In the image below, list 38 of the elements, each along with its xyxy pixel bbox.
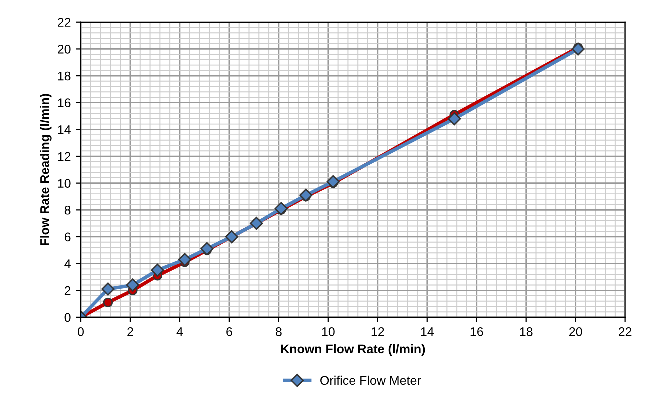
point xyxy=(300,188,313,202)
x-tick-label: 6 xyxy=(226,328,232,336)
y-tick-label: 22 xyxy=(58,18,71,27)
point xyxy=(572,42,585,56)
point xyxy=(102,282,115,296)
x-tick-label: 0 xyxy=(78,328,84,336)
x-axis-title: Known Flow Rate (l/min) xyxy=(281,344,426,356)
y-tick-label: 10 xyxy=(58,179,71,188)
y-tick-label: 6 xyxy=(64,232,71,242)
x-tick-label: 18 xyxy=(520,328,533,336)
point xyxy=(326,175,340,189)
y-tick-label: 2 xyxy=(64,286,71,296)
point xyxy=(274,202,288,216)
point xyxy=(151,264,164,278)
y-tick-label: 18 xyxy=(58,72,71,81)
point xyxy=(200,242,214,256)
y-tick-label: 0 xyxy=(64,313,71,322)
y-axis-title: Flow Rate Reading (l/min) xyxy=(40,94,52,246)
x-tick-label: 8 xyxy=(276,328,282,336)
x-tick-label: 12 xyxy=(372,328,384,336)
point xyxy=(448,112,462,126)
x-tick-label: 4 xyxy=(176,328,184,336)
point xyxy=(178,253,192,266)
legend-label: Orifice Flow Meter xyxy=(320,376,422,386)
y-tick-label: 20 xyxy=(58,45,71,54)
x-tick-label: 20 xyxy=(570,328,582,336)
x-tick-label: 10 xyxy=(322,328,335,336)
y-tick-label: 16 xyxy=(58,98,71,108)
x-tick-label: 14 xyxy=(421,328,434,336)
x-tick-label: 2 xyxy=(128,328,134,336)
point xyxy=(103,298,114,308)
y-tick-label: 14 xyxy=(58,126,71,134)
y-tick-label: 4 xyxy=(64,260,71,268)
x-tick-label: 16 xyxy=(470,328,484,336)
x-tick-label: 22 xyxy=(619,328,632,336)
point xyxy=(126,278,140,292)
y-tick-label: 12 xyxy=(58,152,71,162)
y-tick-label: 8 xyxy=(64,206,71,215)
